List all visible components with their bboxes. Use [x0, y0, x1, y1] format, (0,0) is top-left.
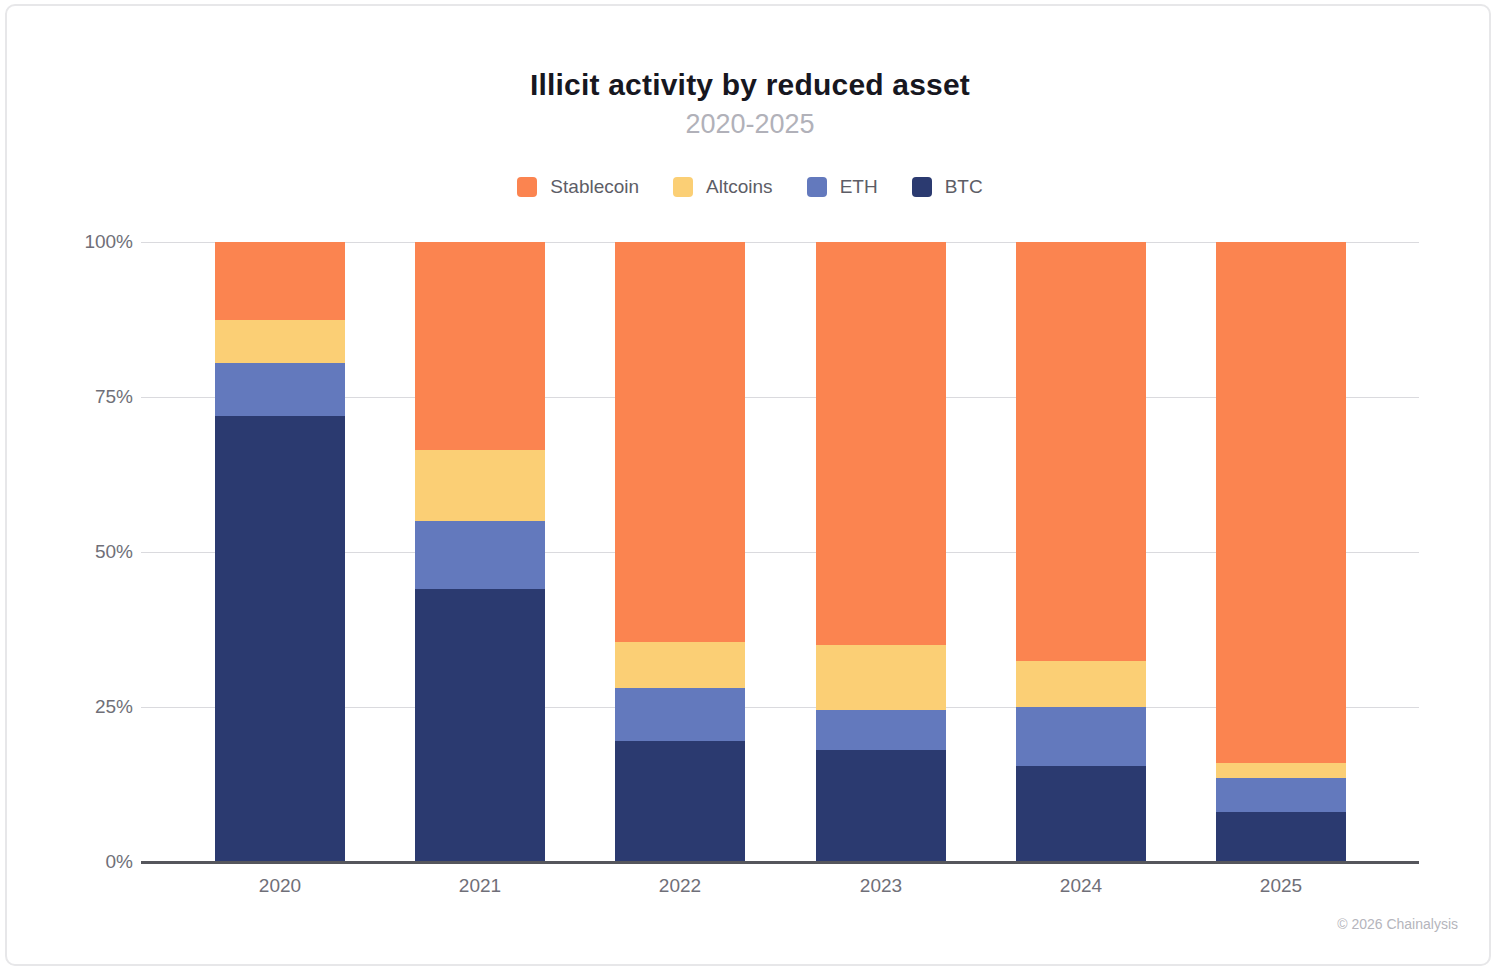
y-axis-tick-100%: 100%: [43, 231, 133, 253]
bar-segment-eth-2022[interactable]: [615, 688, 745, 741]
bar-segment-stablecoin-2024[interactable]: [1016, 242, 1146, 661]
bar-segment-eth-2021[interactable]: [415, 521, 545, 589]
bar-segment-eth-2024[interactable]: [1016, 707, 1146, 766]
y-axis-tick-75%: 75%: [43, 386, 133, 408]
x-axis-tick-2023: 2023: [811, 875, 951, 897]
bar-segment-eth-2025[interactable]: [1216, 778, 1346, 812]
bar-segment-stablecoin-2022[interactable]: [615, 242, 745, 642]
y-axis-tick-0%: 0%: [43, 851, 133, 873]
x-axis-tick-2021: 2021: [410, 875, 550, 897]
bar-segment-stablecoin-2025[interactable]: [1216, 242, 1346, 763]
bar-segment-btc-2021[interactable]: [415, 589, 545, 862]
bar-segment-eth-2020[interactable]: [215, 363, 345, 416]
bar-segment-altcoins-2024[interactable]: [1016, 661, 1146, 708]
plot-area: 0% 25% 50% 75% 100% 2020 2021 2022 2023 2024 2025: [0, 0, 1500, 975]
x-axis-tick-2025: 2025: [1211, 875, 1351, 897]
bar-segment-altcoins-2023[interactable]: [816, 645, 946, 710]
y-axis-tick-25%: 25%: [43, 696, 133, 718]
copyright-credit: © 2026 Chainalysis: [1337, 916, 1458, 932]
bar-segment-eth-2023[interactable]: [816, 710, 946, 750]
bar-segment-btc-2020[interactable]: [215, 416, 345, 862]
x-axis-tick-2022: 2022: [610, 875, 750, 897]
bar-segment-btc-2024[interactable]: [1016, 766, 1146, 862]
bar-segment-stablecoin-2020[interactable]: [215, 242, 345, 320]
x-axis-baseline: [141, 861, 1419, 864]
bar-segment-stablecoin-2021[interactable]: [415, 242, 545, 450]
bar-segment-altcoins-2022[interactable]: [615, 642, 745, 689]
bar-segment-altcoins-2020[interactable]: [215, 320, 345, 363]
y-axis-tick-50%: 50%: [43, 541, 133, 563]
bar-segment-stablecoin-2023[interactable]: [816, 242, 946, 645]
bar-segment-btc-2022[interactable]: [615, 741, 745, 862]
chart-canvas: Illicit activity by reduced asset 2020-2…: [0, 0, 1500, 975]
bar-segment-btc-2025[interactable]: [1216, 812, 1346, 862]
bar-segment-altcoins-2025[interactable]: [1216, 763, 1346, 779]
bar-segment-altcoins-2021[interactable]: [415, 450, 545, 521]
x-axis-tick-2020: 2020: [210, 875, 350, 897]
bar-segment-btc-2023[interactable]: [816, 750, 946, 862]
x-axis-tick-2024: 2024: [1011, 875, 1151, 897]
